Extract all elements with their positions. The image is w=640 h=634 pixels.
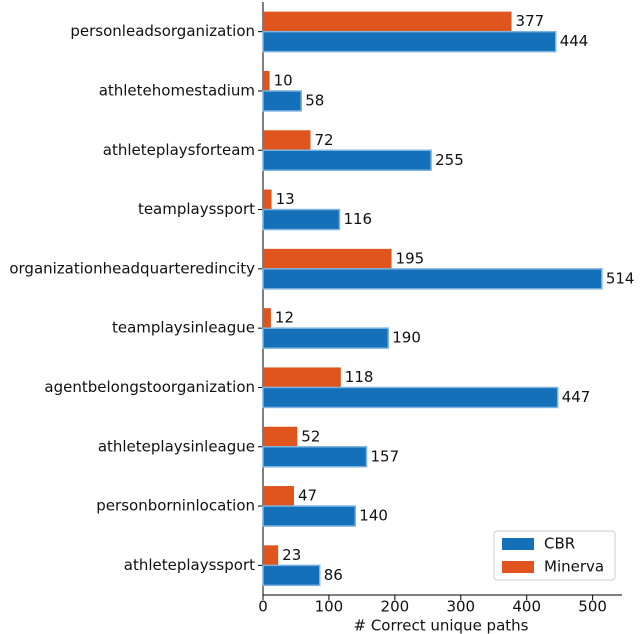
- legend-swatch: [502, 538, 534, 550]
- y-tick-label: athleteplayssport: [124, 556, 255, 574]
- bar: [262, 446, 368, 468]
- bar: [263, 130, 311, 151]
- bar-value-label: 12: [275, 309, 294, 327]
- bar-value-label: 140: [359, 507, 388, 525]
- y-tick-label: personborninlocation: [96, 497, 255, 515]
- y-tick-label: athleteplaysforteam: [103, 141, 255, 159]
- bar: [263, 11, 512, 32]
- bar: [263, 308, 271, 329]
- bar: [262, 327, 390, 349]
- x-axis-label: # Correct unique paths: [354, 617, 529, 634]
- bar-value-label: 10: [274, 71, 293, 89]
- bar: [263, 248, 392, 269]
- bar: [262, 208, 341, 231]
- bar: [262, 268, 603, 290]
- bar-value-label: 514: [606, 269, 635, 287]
- y-tick-label: agentbelongstoorganization: [44, 378, 255, 396]
- bar-value-label: 447: [562, 388, 591, 406]
- bar-value-label: 195: [396, 249, 425, 267]
- y-tick-label: organizationheadquarteredincity: [9, 259, 255, 277]
- bar-value-label: 444: [560, 32, 589, 50]
- bar-value-label: 13: [276, 190, 295, 208]
- y-tick-label: teamplayssport: [138, 200, 255, 218]
- bar-value-label: 86: [324, 566, 343, 584]
- bar: [262, 30, 557, 53]
- bar: [263, 189, 272, 210]
- legend-label: CBR: [544, 535, 575, 553]
- x-tick-label: 400: [512, 598, 541, 616]
- bar-value-label: 118: [345, 368, 374, 386]
- bar: [262, 564, 321, 587]
- bar: [263, 426, 298, 447]
- bar: [262, 505, 357, 527]
- y-tick-label: personleadsorganization: [70, 22, 255, 40]
- bar-value-label: 72: [314, 131, 333, 149]
- bar: [262, 149, 432, 171]
- x-tick-label: 100: [315, 598, 344, 616]
- bar-value-label: 190: [392, 329, 421, 347]
- bar: [263, 545, 279, 566]
- bar: [263, 367, 341, 388]
- bar: [263, 70, 270, 91]
- bar-value-label: 116: [343, 210, 372, 228]
- x-tick-label: 200: [381, 598, 410, 616]
- x-tick-label: 500: [578, 598, 607, 616]
- y-tick-label: athleteplaysinleague: [98, 437, 255, 455]
- legend-swatch: [502, 561, 534, 573]
- bar: [262, 90, 302, 112]
- legend-label: Minerva: [544, 558, 604, 576]
- bar-value-label: 47: [298, 487, 317, 505]
- x-tick-label: 0: [258, 598, 268, 616]
- bar-value-label: 255: [435, 151, 464, 169]
- y-tick-label: teamplaysinleague: [112, 319, 255, 337]
- bar-value-label: 23: [282, 546, 301, 564]
- bar-value-label: 52: [301, 427, 320, 445]
- y-tick-label: athletehomestadium: [99, 81, 255, 99]
- bar: [263, 486, 294, 507]
- bar-value-label: 377: [516, 12, 545, 30]
- bar-value-label: 58: [305, 91, 324, 109]
- bar: [262, 386, 559, 409]
- bar-value-label: 157: [371, 447, 400, 465]
- x-tick-label: 300: [446, 598, 475, 616]
